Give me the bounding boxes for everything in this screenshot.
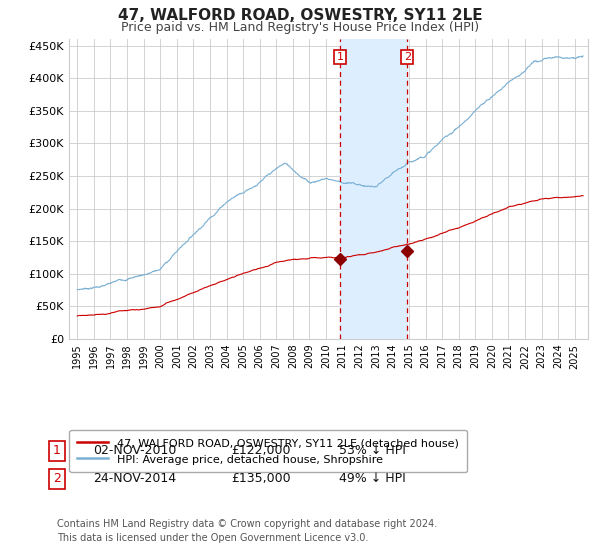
Text: £135,000: £135,000: [231, 472, 290, 486]
Text: 02-NOV-2010: 02-NOV-2010: [93, 444, 176, 458]
Text: 47, WALFORD ROAD, OSWESTRY, SY11 2LE: 47, WALFORD ROAD, OSWESTRY, SY11 2LE: [118, 8, 482, 24]
Bar: [340, 39, 407, 339]
Text: This data is licensed under the Open Government Licence v3.0.: This data is licensed under the Open Gov…: [57, 533, 368, 543]
Text: 24-NOV-2014: 24-NOV-2014: [93, 472, 176, 486]
Legend: 47, WALFORD ROAD, OSWESTRY, SY11 2LE (detached house), HPI: Average price, detac: 47, WALFORD ROAD, OSWESTRY, SY11 2LE (de…: [70, 430, 467, 473]
Text: 49% ↓ HPI: 49% ↓ HPI: [339, 472, 406, 486]
Text: 1: 1: [337, 52, 343, 62]
Text: 2: 2: [404, 52, 411, 62]
Text: 53% ↓ HPI: 53% ↓ HPI: [339, 444, 406, 458]
Text: Contains HM Land Registry data © Crown copyright and database right 2024.: Contains HM Land Registry data © Crown c…: [57, 519, 437, 529]
Text: 1: 1: [53, 444, 61, 458]
Text: Price paid vs. HM Land Registry's House Price Index (HPI): Price paid vs. HM Land Registry's House …: [121, 21, 479, 34]
Text: 2: 2: [53, 472, 61, 486]
Text: £122,000: £122,000: [231, 444, 290, 458]
